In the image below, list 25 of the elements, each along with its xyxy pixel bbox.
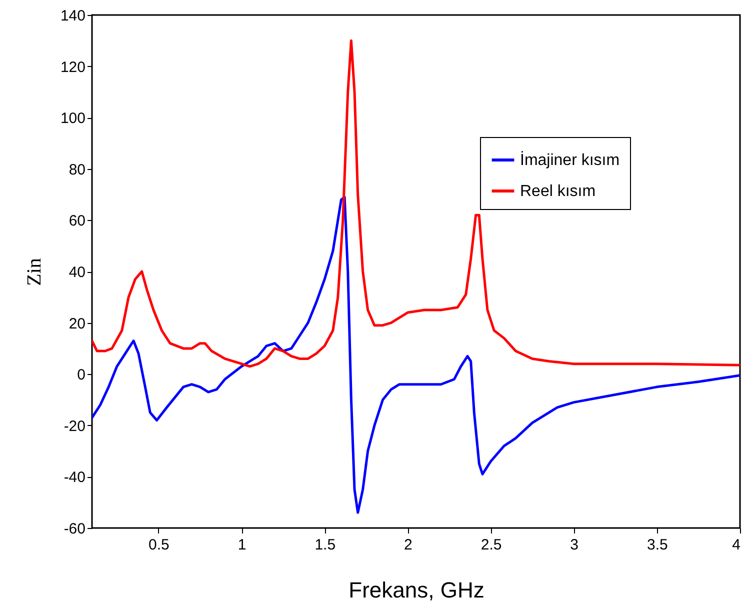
y-tick-label: 140 <box>60 8 86 24</box>
x-tick-label: 2.5 <box>480 536 502 554</box>
x-tick-label: 2 <box>404 536 412 554</box>
y-tick-label: 100 <box>60 110 86 128</box>
y-tick-label: 80 <box>68 161 86 178</box>
y-tick-label: 20 <box>68 315 86 332</box>
legend-label: İmajiner kısım <box>520 151 620 169</box>
line-series <box>92 196 740 514</box>
x-tick-label: 4 <box>732 536 740 554</box>
y-tick-label: 120 <box>60 58 86 76</box>
line-series <box>92 39 740 368</box>
y-tick-label: -20 <box>64 418 86 435</box>
x-tick-label: 3 <box>570 536 579 554</box>
x-tick-label: 1.5 <box>314 536 336 554</box>
y-tick-label: 0 <box>77 366 86 384</box>
y-tick-label: -60 <box>64 520 86 538</box>
y-tick-label: 60 <box>68 212 86 230</box>
legend-label: Reel kısım <box>520 183 596 200</box>
x-axis-title: Frekans, GHz <box>348 578 484 602</box>
y-tick-label: -40 <box>64 469 86 486</box>
y-tick-label: 40 <box>68 264 86 281</box>
x-tick-label: 1 <box>238 536 246 554</box>
x-tick-label: 3.5 <box>646 536 668 554</box>
y-axis-title: Zin <box>23 258 46 286</box>
x-tick-label: 0.5 <box>148 536 170 554</box>
